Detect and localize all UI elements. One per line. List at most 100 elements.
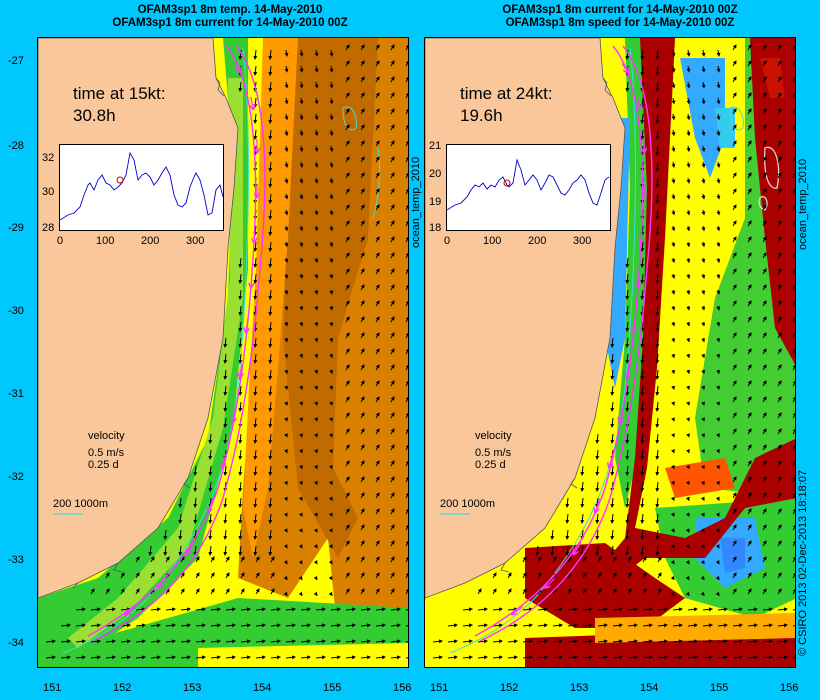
current-vector-arrow <box>640 305 645 316</box>
current-vector-arrow <box>238 497 243 508</box>
current-vector-arrow <box>405 657 408 659</box>
current-vector-arrow <box>360 156 365 163</box>
current-vector-arrow <box>195 623 206 628</box>
current-vector-arrow <box>671 81 676 89</box>
current-vector-arrow <box>240 607 251 612</box>
current-vector-arrow <box>360 607 371 612</box>
current-vector-arrow <box>655 161 660 172</box>
current-vector-arrow <box>329 401 333 406</box>
current-vector-arrow <box>717 623 728 628</box>
current-vector-arrow <box>345 92 350 99</box>
current-vector-arrow <box>792 476 795 483</box>
current-vector-arrow <box>375 623 386 628</box>
current-vector-arrow <box>747 540 752 547</box>
current-vector-arrow <box>238 449 243 460</box>
current-vector-arrow <box>345 60 350 67</box>
current-vector-arrow <box>777 236 782 243</box>
left-inset-series <box>60 151 223 221</box>
current-vector-arrow <box>552 607 563 612</box>
current-vector-arrow <box>135 572 140 579</box>
current-vector-arrow <box>685 560 690 565</box>
left-inset-xtick: 0 <box>57 235 64 247</box>
current-vector-arrow <box>685 496 690 502</box>
current-vector-arrow <box>300 607 311 612</box>
current-vector-arrow <box>640 337 645 348</box>
current-vector-arrow <box>225 572 230 579</box>
current-vector-arrow <box>150 572 155 579</box>
current-vector-arrow <box>537 623 548 628</box>
current-vector-arrow <box>238 321 243 332</box>
current-vector-arrow <box>390 316 395 323</box>
current-vector-arrow <box>345 332 350 339</box>
current-vector-arrow <box>732 364 737 371</box>
current-vector-arrow <box>223 497 228 508</box>
current-vector-arrow <box>390 140 395 147</box>
current-vector-arrow <box>640 257 645 268</box>
current-vector-arrow <box>565 497 570 508</box>
current-vector-arrow <box>405 268 408 275</box>
current-vector-arrow <box>238 257 243 268</box>
current-vector-arrow <box>375 140 380 147</box>
current-vector-arrow <box>405 140 408 147</box>
current-vector-arrow <box>640 289 645 300</box>
current-vector-arrow <box>315 655 326 660</box>
current-vector-arrow <box>178 529 183 540</box>
current-vector-arrow <box>715 512 720 517</box>
current-vector-arrow <box>792 572 795 579</box>
current-vector-arrow <box>792 92 795 99</box>
current-vector-arrow <box>640 417 645 428</box>
right-time-value: 19.6h <box>460 106 503 125</box>
current-vector-arrow <box>642 607 653 612</box>
current-vector-arrow <box>223 433 228 444</box>
current-vector-arrow <box>375 348 380 355</box>
current-vector-arrow <box>345 316 350 323</box>
current-vector-arrow <box>390 476 395 483</box>
current-vector-arrow <box>671 241 676 248</box>
current-vector-arrow <box>375 204 380 211</box>
right-variable-label: ocean_temp_2010 <box>797 158 809 250</box>
current-vector-arrow <box>671 273 676 280</box>
current-vector-arrow <box>702 655 713 660</box>
current-vector-arrow <box>716 385 720 391</box>
current-vector-arrow <box>345 172 350 179</box>
current-vector-arrow <box>612 607 623 612</box>
current-vector-arrow <box>299 321 304 327</box>
current-vector-arrow <box>313 575 318 581</box>
current-vector-arrow <box>716 145 721 153</box>
current-vector-arrow <box>315 607 326 612</box>
route-direction-arrow <box>644 183 645 198</box>
current-vector-arrow <box>686 289 691 295</box>
current-vector-arrow <box>595 465 600 476</box>
current-vector-arrow <box>640 113 645 124</box>
current-vector-arrow <box>345 76 350 83</box>
y-tick: -34 <box>8 637 24 649</box>
current-vector-arrow <box>792 609 795 611</box>
current-vector-arrow <box>223 337 228 348</box>
current-vector-arrow <box>390 623 401 628</box>
current-vector-arrow <box>105 572 110 579</box>
current-vector-arrow <box>716 161 721 168</box>
current-vector-arrow <box>208 481 213 492</box>
current-vector-arrow <box>180 639 191 644</box>
current-vector-arrow <box>268 65 273 76</box>
current-vector-arrow <box>253 289 258 300</box>
current-vector-arrow <box>268 289 273 300</box>
current-vector-arrow <box>716 81 721 89</box>
current-vector-arrow <box>655 385 660 396</box>
current-vector-arrow <box>105 639 116 644</box>
current-vector-arrow <box>345 639 356 644</box>
current-vector-arrow <box>240 556 245 563</box>
current-vector-arrow <box>375 76 380 83</box>
current-vector-arrow <box>210 623 221 628</box>
route-direction-arrow <box>246 318 248 333</box>
current-vector-arrow <box>671 321 676 327</box>
current-vector-arrow <box>777 556 782 563</box>
current-vector-arrow <box>360 76 365 83</box>
current-vector-arrow <box>345 348 350 355</box>
current-vector-arrow <box>671 257 676 264</box>
current-vector-arrow <box>390 300 395 307</box>
current-vector-arrow <box>777 380 782 387</box>
current-vector-arrow <box>375 364 380 371</box>
current-vector-arrow <box>268 529 273 540</box>
current-vector-arrow <box>732 428 737 435</box>
